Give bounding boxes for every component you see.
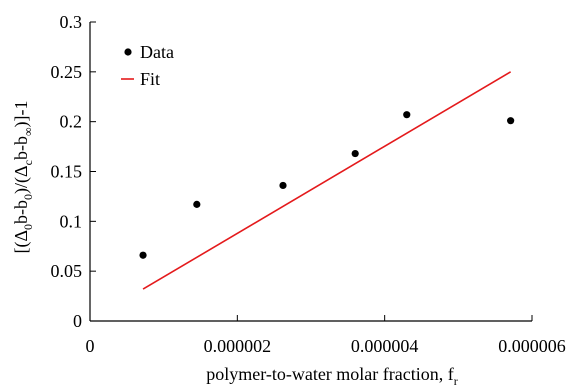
y-tick-label: 0.15 (51, 162, 83, 182)
y-axis-title: [(Δ0b-b0)/(Δcb-b∞)]-1 (11, 100, 35, 253)
legend: Data Fit (121, 42, 174, 89)
fit-line (142, 71, 512, 290)
legend-fit-label: Fit (140, 69, 160, 89)
data-point (279, 181, 287, 190)
plot-marks (139, 71, 515, 290)
y-tick-label: 0.1 (60, 211, 83, 231)
data-point (403, 111, 411, 119)
y-tick-label: 0.3 (60, 12, 83, 32)
y-title-part-2: )/(Δ (11, 165, 32, 194)
y-tick-label: 0.2 (60, 112, 83, 132)
x-tick-label: 0.000002 (204, 336, 272, 356)
data-point (351, 149, 359, 158)
y-title-part-3: b-b (11, 136, 31, 160)
y-title-sub-3: ∞ (21, 127, 35, 136)
y-tick-label: 0.25 (51, 62, 83, 82)
x-axis-title: polymer-to-water molar fraction, fr (206, 364, 458, 386)
x-tick-label: 0.000004 (351, 336, 419, 356)
x-axis-title-main: polymer-to-water molar fraction, f (206, 364, 454, 384)
legend-data-label: Data (140, 42, 174, 62)
y-tick-label: 0.05 (51, 261, 83, 281)
y-title-sub-1: 0 (21, 194, 35, 200)
y-title-sub-2: c (21, 160, 35, 165)
y-title-part-0: [(Δ (11, 230, 32, 254)
y-tick-label: 0 (73, 311, 82, 331)
x-tick-label: 0 (86, 336, 95, 356)
x-axis-title-subscript: r (454, 374, 458, 386)
axes (89, 22, 532, 322)
data-point (139, 251, 147, 259)
x-tick-label: 0.000006 (498, 336, 566, 356)
y-title-part-1: b-b (11, 200, 31, 224)
x-ticks: 0 0.000002 0.000004 0.000006 (86, 315, 566, 356)
y-title-part-4: )]-1 (11, 100, 32, 127)
y-ticks: 0 0.05 0.1 0.15 0.2 0.25 0.3 (51, 12, 96, 331)
y-title-sub-0: 0 (21, 224, 35, 230)
legend-data-marker (124, 48, 132, 56)
data-point (507, 117, 515, 125)
data-point (193, 200, 201, 208)
